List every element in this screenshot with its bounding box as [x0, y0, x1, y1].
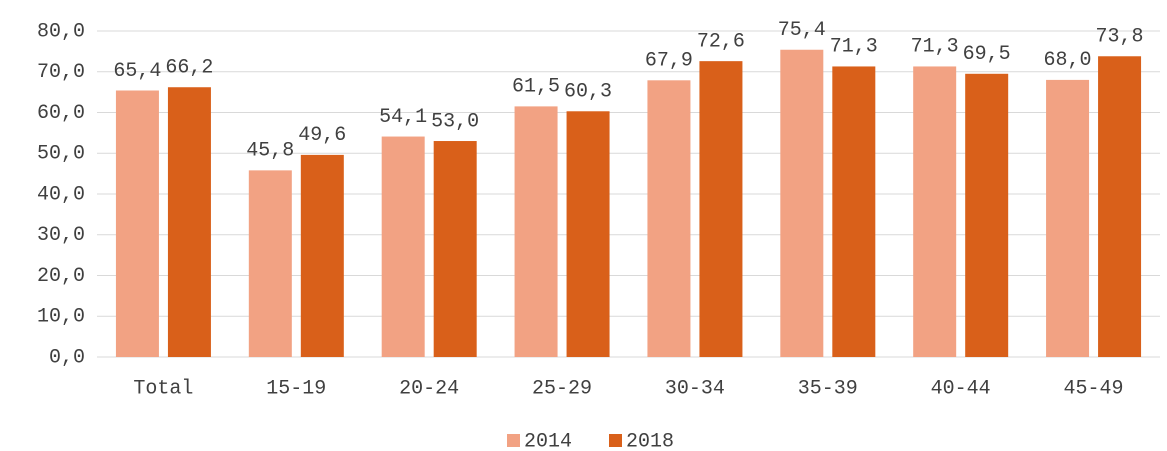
- y-tick-label: 10,0: [37, 306, 85, 329]
- legend-label: 2014: [524, 430, 572, 451]
- bar: [965, 73, 1009, 357]
- y-tick-label: 60,0: [37, 102, 85, 125]
- y-tick-label: 70,0: [37, 61, 85, 84]
- value-label: 72,6: [697, 30, 745, 53]
- value-label: 73,8: [1096, 26, 1144, 49]
- y-tick-label: 0,0: [49, 346, 85, 369]
- value-label: 68,0: [1044, 49, 1092, 72]
- value-label: 54,1: [379, 106, 427, 129]
- legend-swatch: [609, 434, 622, 447]
- bar: [167, 87, 211, 358]
- value-label: 71,3: [830, 36, 878, 59]
- x-tick-label: 30-34: [665, 377, 725, 400]
- bar: [647, 80, 691, 358]
- bar: [913, 66, 957, 357]
- x-tick-label: Total: [133, 377, 193, 400]
- y-tick-label: 40,0: [37, 183, 85, 206]
- x-tick-label: 20-24: [399, 377, 459, 400]
- value-label: 69,5: [963, 43, 1011, 66]
- value-label: 61,5: [512, 76, 560, 99]
- bar: [433, 141, 477, 357]
- bar: [300, 154, 344, 357]
- value-label: 75,4: [778, 19, 826, 42]
- value-label: 45,8: [246, 140, 294, 163]
- y-tick-label: 80,0: [37, 20, 85, 43]
- y-tick-label: 50,0: [37, 143, 85, 166]
- legend-label: 2018: [626, 430, 674, 451]
- value-label: 66,2: [165, 57, 213, 80]
- bar: [381, 136, 425, 357]
- bar: [1046, 79, 1090, 358]
- x-tick-label: 40-44: [931, 377, 991, 400]
- x-tick-label: 35-39: [798, 377, 858, 400]
- x-tick-label: 45-49: [1064, 377, 1124, 400]
- bar: [248, 170, 292, 357]
- value-label: 49,6: [298, 124, 346, 147]
- bar: [514, 106, 558, 357]
- x-tick-label: 25-29: [532, 377, 592, 400]
- y-tick-label: 20,0: [37, 265, 85, 288]
- bar: [832, 66, 876, 357]
- bar: [780, 49, 824, 358]
- value-label: 71,3: [911, 36, 959, 59]
- bar: [115, 90, 159, 358]
- value-label: 53,0: [431, 110, 479, 133]
- value-label: 60,3: [564, 81, 612, 104]
- legend-swatch: [507, 434, 520, 447]
- x-tick-label: 15-19: [266, 377, 326, 400]
- value-label: 65,4: [113, 60, 161, 83]
- bar: [699, 61, 743, 357]
- y-tick-label: 30,0: [37, 224, 85, 247]
- value-label: 67,9: [645, 50, 693, 73]
- bar: [566, 111, 610, 357]
- bar: [1098, 56, 1142, 357]
